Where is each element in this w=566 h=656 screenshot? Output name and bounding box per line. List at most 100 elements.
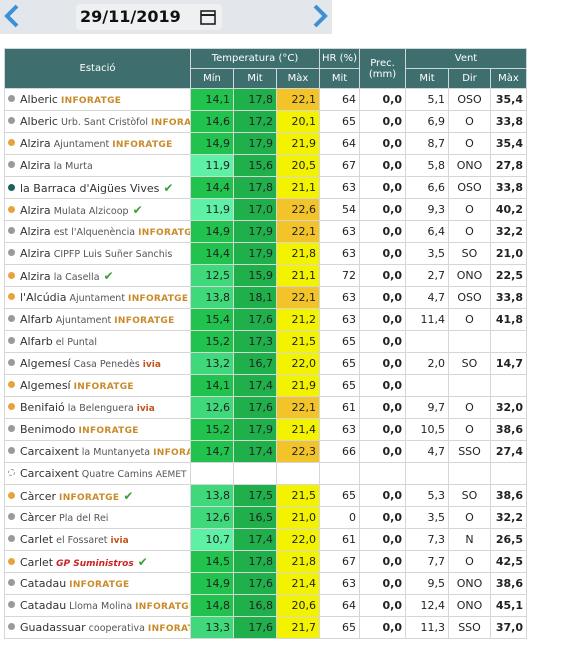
station-name: Alfarb	[20, 335, 53, 348]
value-cell: 14,5	[190, 550, 234, 573]
value-cell: 41,8	[490, 308, 527, 331]
value-cell: 18,1	[233, 286, 277, 309]
status-dot	[8, 403, 15, 410]
empty-cell	[276, 462, 320, 485]
stations-table: Estació Temperatura (°C) HR (%) Prec. (m…	[4, 48, 527, 639]
station-cell: Benifaió la Belenguera ivia	[4, 396, 191, 419]
value-cell: 14,4	[190, 176, 234, 199]
value-cell: 10,5	[405, 418, 449, 441]
station-name: Guadassuar	[20, 621, 86, 634]
calendar-icon[interactable]	[200, 9, 216, 25]
value-cell: 64	[319, 132, 360, 155]
value-cell: 0,0	[359, 176, 406, 199]
station-place: Lloma Molina	[69, 601, 133, 612]
station-cell: Catadau Lloma Molina INFORATGE	[4, 594, 191, 617]
station-cell: Càrcer Pla del Rei	[4, 506, 191, 529]
prev-day[interactable]	[2, 4, 22, 28]
value-cell: 0	[319, 506, 360, 529]
value-cell: 32,2	[490, 220, 527, 243]
value-cell: 22,1	[276, 396, 320, 419]
value-cell: 0,0	[359, 484, 406, 507]
value-cell: 2,0	[405, 352, 449, 375]
station-place: la Casella	[53, 271, 100, 283]
value-cell: 7,3	[405, 528, 449, 551]
value-cell: 17,3	[233, 330, 277, 353]
value-cell: 5,3	[405, 484, 449, 507]
station-name: Alzira	[20, 159, 51, 172]
value-cell: 0,0	[359, 154, 406, 177]
value-cell: 17,9	[233, 418, 277, 441]
station-source: INFORATGE	[128, 294, 189, 304]
station-name: Càrcer	[20, 511, 57, 524]
station-row: Alzira la Murta 11,9 15,6 20,5 67 0,0 5,8 ONO 27,…	[4, 154, 527, 177]
value-cell: 17,6	[233, 396, 277, 419]
value-cell: 14,1	[190, 374, 234, 397]
value-cell: 63	[319, 418, 360, 441]
value-cell: 21,4	[276, 572, 320, 595]
value-cell: 21,2	[276, 308, 320, 331]
value-cell: 63	[319, 242, 360, 265]
date-field[interactable]: 29/11/2019	[76, 4, 222, 30]
value-cell: 21,0	[490, 242, 527, 265]
value-cell: 21,8	[276, 550, 320, 573]
status-dot	[8, 491, 15, 499]
station-row: Carlet GP Suministros ✔ 14,5 17,8 21,8 67 0,0 7,…	[4, 550, 527, 573]
value-cell: 14,9	[190, 132, 234, 155]
value-cell: 63	[319, 220, 360, 243]
value-cell: 12,6	[190, 506, 234, 529]
station-row: Càrcer INFORATGE ✔ 13,8 17,5 21,5 65 0,0 5,3 SO 38…	[4, 484, 527, 507]
value-cell: 11,9	[190, 198, 234, 221]
value-cell: 9,5	[405, 572, 449, 595]
value-cell: 0,0	[359, 374, 406, 397]
station-source: INFORATGE	[135, 602, 191, 612]
station-place: la Belenguera	[67, 403, 134, 414]
station-source: INFORATGE	[60, 96, 122, 106]
value-cell: 22,0	[276, 528, 320, 551]
value-cell: 27,8	[490, 154, 527, 177]
value-cell: 65	[319, 484, 360, 507]
value-cell: 0,0	[359, 308, 406, 331]
value-cell: 45,1	[490, 594, 527, 617]
value-cell: 61	[319, 396, 360, 419]
station-name: Alfarb	[20, 313, 53, 326]
station-cell: Càrcer INFORATGE ✔	[4, 484, 191, 507]
status-dot	[8, 513, 15, 520]
value-cell: 65	[319, 110, 360, 133]
station-row: Benifaió la Belenguera ivia 12,6 17,6 22,1 61 0…	[4, 396, 527, 419]
value-cell: 17,8	[233, 176, 277, 199]
value-cell: 17,9	[233, 220, 277, 243]
value-cell: 8,7	[405, 132, 449, 155]
value-cell: 15,4	[190, 308, 234, 331]
value-cell: 15,9	[233, 264, 277, 287]
value-cell: 33,8	[490, 176, 527, 199]
status-dot	[8, 161, 15, 168]
status-dot	[8, 95, 15, 102]
station-cell: Alzira la Murta	[4, 154, 191, 177]
value-cell: 0,0	[359, 198, 406, 221]
station-cell: Algemesí INFORATGE	[4, 374, 191, 397]
station-name: Carcaixent	[20, 445, 79, 458]
value-cell: 63	[319, 572, 360, 595]
value-cell: 38,6	[490, 572, 527, 595]
station-source: ivia	[136, 404, 155, 414]
value-cell: ONO	[448, 264, 491, 287]
value-cell: 21,0	[276, 506, 320, 529]
value-cell: 12,5	[190, 264, 234, 287]
value-cell: 14,9	[190, 572, 234, 595]
status-dot	[8, 205, 15, 213]
station-name: Benimodo	[20, 423, 76, 436]
value-cell: 32,0	[490, 396, 527, 419]
value-cell: 0,0	[359, 616, 406, 639]
station-source: GP Suministros	[56, 558, 134, 569]
station-place: la Muntanyeta	[81, 447, 151, 458]
station-source: ivia	[110, 536, 129, 546]
value-cell: 22,1	[276, 88, 320, 111]
value-cell: O	[448, 418, 491, 441]
next-day[interactable]	[310, 4, 330, 28]
station-cell: Carlet GP Suministros ✔	[4, 550, 191, 573]
value-cell: 15,2	[190, 330, 234, 353]
value-cell: 64	[319, 88, 360, 111]
value-cell: 21,7	[276, 616, 320, 639]
station-source: INFORATGE	[59, 492, 120, 503]
status-dot	[8, 469, 15, 476]
